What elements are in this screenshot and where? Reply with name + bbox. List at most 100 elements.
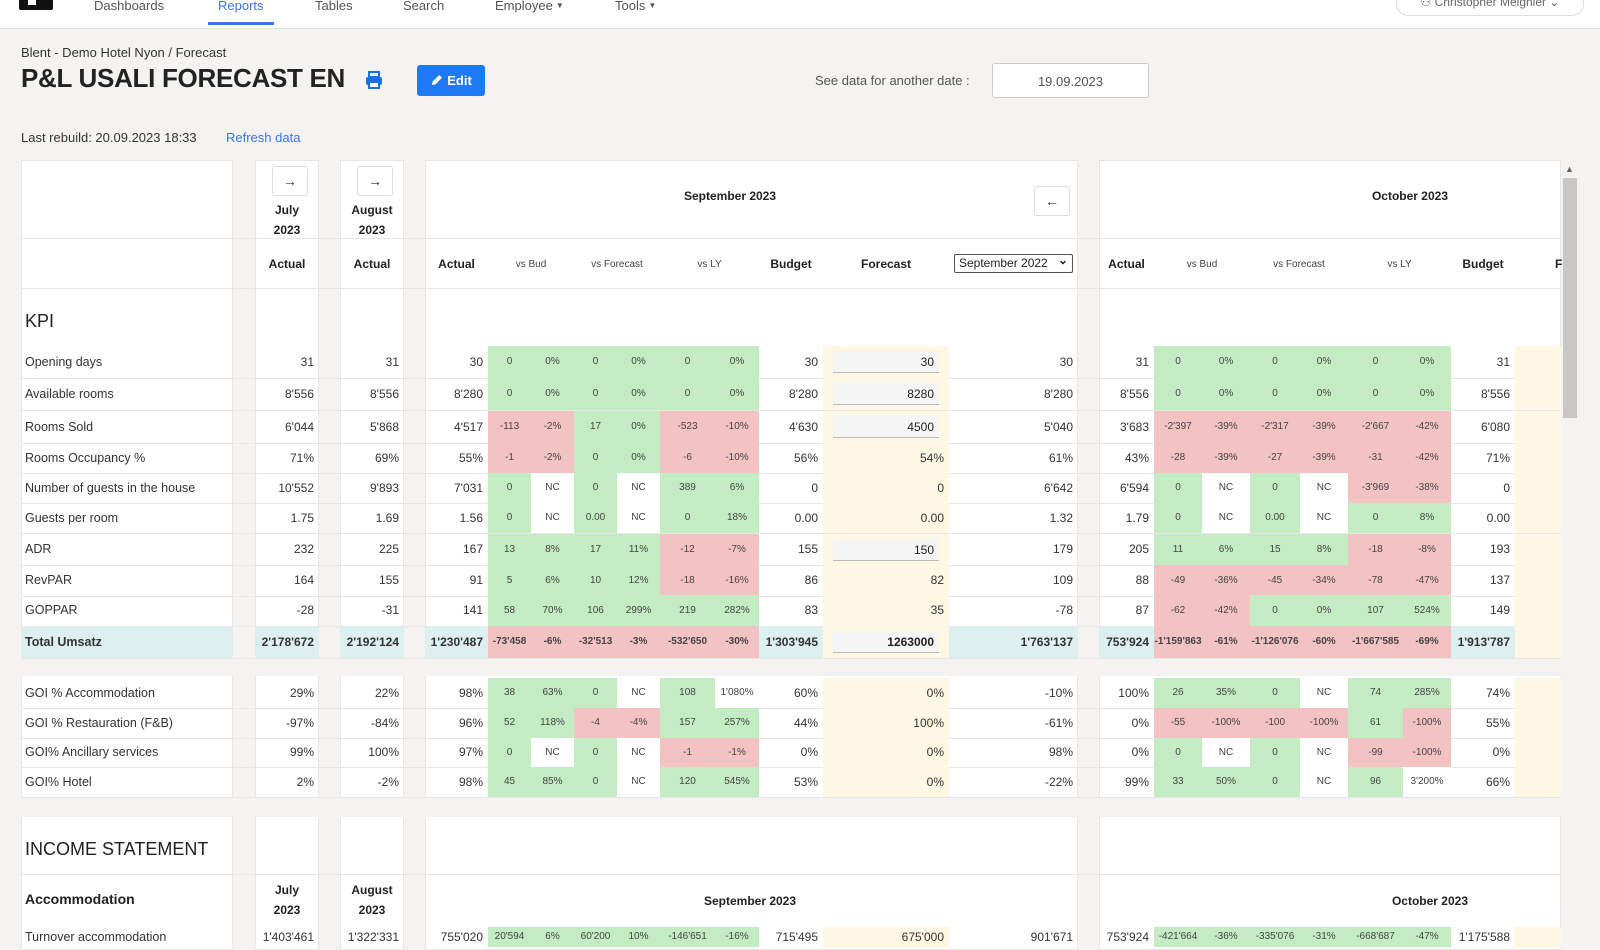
- page-title: P&L USALI FORECAST EN: [21, 63, 346, 93]
- september-actual: 755'020: [440, 930, 483, 944]
- row-divider: [21, 658, 1561, 659]
- expand-july-button[interactable]: →: [272, 166, 308, 196]
- nav-reports[interactable]: Reports: [218, 0, 264, 13]
- variance-fc-value: 0: [574, 378, 617, 410]
- october-forecast-cell: [1515, 626, 1561, 658]
- august-actual: 2'192'124: [340, 626, 404, 658]
- october-forecast-cell: [1515, 346, 1561, 378]
- edit-button-label: Edit: [447, 73, 472, 88]
- october-header-2: October 2023: [1391, 894, 1469, 908]
- october-variance-value: -55: [1154, 708, 1202, 738]
- september-budget: 44%: [793, 716, 818, 730]
- october-budget: 31: [1496, 355, 1510, 369]
- october-variance-percent: -8%: [1403, 534, 1451, 565]
- october-forecast-cell: [1515, 411, 1561, 443]
- september-forecast-cell: 150: [823, 534, 949, 565]
- variance-ly-value: -532'650: [660, 626, 715, 658]
- scroll-up-icon[interactable]: ▲: [1565, 164, 1574, 174]
- august-month: August: [351, 203, 393, 217]
- variance-ly-value: -1: [660, 738, 715, 767]
- forecast-input[interactable]: 1263000: [833, 631, 939, 653]
- date-input[interactable]: 19.09.2023: [992, 63, 1149, 98]
- october-forecast-cell: [1515, 738, 1561, 767]
- september-actual: 1'230'487: [425, 626, 488, 658]
- september-last-year: -61%: [1044, 716, 1073, 730]
- row-label: Available rooms: [25, 387, 114, 401]
- logo-icon[interactable]: [19, 0, 53, 10]
- variance-ly-percent: -10%: [715, 411, 759, 443]
- october-budget: 66%: [1485, 775, 1510, 789]
- october-variance-value: -31: [1348, 443, 1403, 473]
- variance-fc-value: 17: [574, 534, 617, 565]
- section-income-statement: INCOME STATEMENT: [25, 839, 209, 859]
- variance-ly-percent: -16%: [715, 927, 759, 947]
- row-divider: [21, 565, 1561, 566]
- forecast-input[interactable]: 30: [833, 351, 939, 373]
- september-forecast-cell: 0%: [823, 678, 949, 708]
- variance-bud-percent: 63%: [531, 678, 574, 708]
- october-variance-value: 61: [1348, 708, 1403, 738]
- variance-fc-value: 0: [574, 346, 617, 378]
- october-variance-value: 0: [1348, 378, 1403, 410]
- october-forecast-cell: [1515, 378, 1561, 410]
- variance-fc-percent: NC: [617, 738, 660, 767]
- variance-bud-value: 13: [488, 534, 531, 565]
- october-variance-value: -27: [1250, 443, 1300, 473]
- variance-bud-percent: 6%: [531, 565, 574, 596]
- september-last-year: 179: [1052, 542, 1073, 556]
- nav-tables[interactable]: Tables: [315, 0, 353, 13]
- variance-ly-value: 219: [660, 595, 715, 626]
- october-actual: 31: [1135, 355, 1149, 369]
- october-forecast-cell: [1515, 565, 1561, 596]
- variance-ly-percent: 282%: [715, 595, 759, 626]
- col-actual-august: Actual: [353, 257, 391, 271]
- nav-tools[interactable]: Tools ▼: [615, 0, 656, 13]
- august-actual: 100%: [368, 745, 399, 759]
- expand-august-button[interactable]: →: [357, 166, 393, 196]
- row-divider: [21, 738, 1561, 739]
- august-actual: -31: [381, 603, 399, 617]
- collapse-september-button[interactable]: ←: [1034, 186, 1070, 216]
- october-variance-percent: 0%: [1403, 378, 1451, 410]
- october-variance-percent: 0%: [1403, 346, 1451, 378]
- nav-dashboards[interactable]: Dashboards: [94, 0, 165, 13]
- forecast-input[interactable]: 8280: [833, 383, 939, 405]
- september-forecast-cell: 0%: [823, 738, 949, 767]
- july-actual: 29%: [289, 686, 314, 700]
- variance-bud-percent: -6%: [531, 626, 574, 658]
- print-icon[interactable]: [364, 70, 384, 90]
- nav-employee[interactable]: Employee ▼: [495, 0, 564, 13]
- variance-bud-value: 0: [488, 378, 531, 410]
- forecast-input[interactable]: 4500: [833, 416, 939, 438]
- forecast-input[interactable]: 150: [833, 539, 939, 561]
- refresh-data-link[interactable]: Refresh data: [226, 130, 301, 145]
- variance-bud-percent: 118%: [531, 708, 574, 738]
- vertical-scrollbar[interactable]: [1563, 178, 1577, 418]
- compare-period-select[interactable]: September 2022: [954, 252, 1073, 273]
- july-actual: 2%: [296, 775, 314, 789]
- variance-fc-percent: 10%: [617, 927, 660, 947]
- variance-ly-percent: -10%: [715, 443, 759, 473]
- september-actual: 30: [469, 355, 483, 369]
- variance-fc-value: 106: [574, 595, 617, 626]
- october-variance-percent: -39%: [1202, 411, 1250, 443]
- september-forecast-cell: 1263000: [823, 626, 949, 658]
- col-vs-forecast: vs Forecast: [591, 259, 643, 270]
- user-menu[interactable]: ⚇ Christopher Meighler ⌄: [1396, 0, 1584, 16]
- variance-fc-value: 17: [574, 411, 617, 443]
- edit-button[interactable]: Edit: [417, 65, 485, 96]
- variance-ly-value: 0: [660, 378, 715, 410]
- col-actual-october: Actual: [1108, 257, 1145, 271]
- october-budget: 55%: [1485, 716, 1510, 730]
- nav-search[interactable]: Search: [403, 0, 445, 13]
- row-divider: [21, 797, 1561, 798]
- row-divider: [21, 378, 1561, 379]
- october-variance-percent: 6%: [1202, 534, 1250, 565]
- row-label: Rooms Occupancy %: [25, 451, 146, 465]
- october-budget: 6'080: [1481, 420, 1510, 434]
- variance-fc-value: 0: [574, 443, 617, 473]
- september-last-year: 8'280: [1044, 387, 1073, 401]
- september-header: September 2023: [683, 189, 777, 203]
- september-actual: 96%: [458, 716, 483, 730]
- july-actual: -97%: [285, 716, 314, 730]
